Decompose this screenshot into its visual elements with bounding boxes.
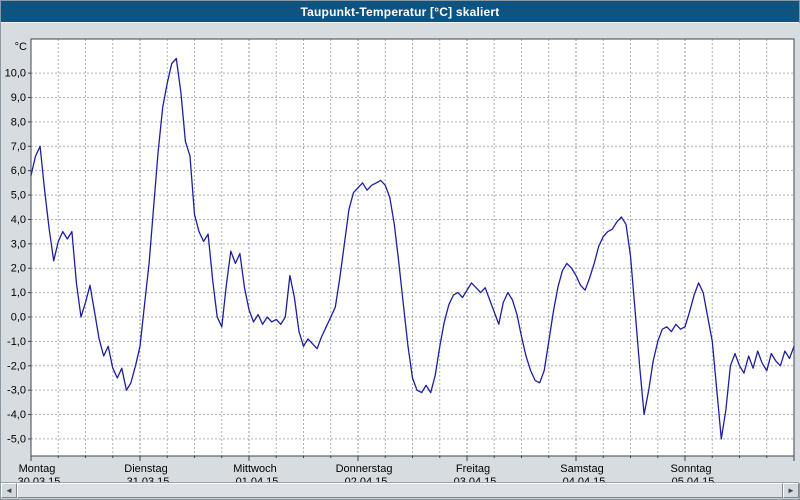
svg-text:30.03.15: 30.03.15 [18, 476, 61, 483]
svg-text:31.03.15: 31.03.15 [127, 476, 170, 483]
chart-title: Taupunkt-Temperatur [°C] skaliert [300, 4, 500, 19]
svg-text:-3,0: -3,0 [7, 385, 26, 397]
svg-text:03.04.15: 03.04.15 [454, 476, 497, 483]
svg-text:8,0: 8,0 [11, 116, 26, 128]
scroll-right-button[interactable]: ► [783, 483, 799, 498]
chart-title-bar: Taupunkt-Temperatur [°C] skaliert [1, 1, 799, 23]
svg-text:9,0: 9,0 [11, 92, 26, 104]
svg-text:°C: °C [15, 41, 27, 53]
svg-text:Mittwoch: Mittwoch [233, 463, 276, 475]
svg-text:05.04.15: 05.04.15 [672, 476, 715, 483]
svg-text:3,0: 3,0 [11, 238, 26, 250]
svg-text:4,0: 4,0 [11, 214, 26, 226]
svg-text:04.04.15: 04.04.15 [563, 476, 606, 483]
svg-text:10,0: 10,0 [5, 68, 26, 80]
svg-text:Dienstag: Dienstag [124, 463, 167, 475]
scroll-left-button[interactable]: ◄ [1, 483, 17, 498]
svg-text:Sonntag: Sonntag [671, 463, 712, 475]
svg-text:-2,0: -2,0 [7, 360, 26, 372]
svg-text:1,0: 1,0 [11, 287, 26, 299]
svg-text:Donnerstag: Donnerstag [336, 463, 393, 475]
svg-text:2,0: 2,0 [11, 263, 26, 275]
chart-area: 10,0 9,0 8,0 7,0 6,0 5,0 4,0 3,0 2,0 1,0 0,0 -1,0 -2… [1, 23, 800, 483]
svg-text:0,0: 0,0 [11, 312, 26, 324]
horizontal-scrollbar[interactable]: ◄ ► [1, 482, 799, 499]
svg-text:Samstag: Samstag [560, 463, 603, 475]
chart-canvas: 10,0 9,0 8,0 7,0 6,0 5,0 4,0 3,0 2,0 1,0 0,0 -1,0 -2… [5, 38, 795, 483]
svg-text:-1,0: -1,0 [7, 336, 26, 348]
scrollbar-thumb[interactable] [17, 483, 783, 498]
svg-text:5,0: 5,0 [11, 190, 26, 202]
svg-text:Freitag: Freitag [456, 463, 490, 475]
svg-text:6,0: 6,0 [11, 165, 26, 177]
svg-text:7,0: 7,0 [11, 141, 26, 153]
svg-text:02.04.15: 02.04.15 [345, 476, 388, 483]
svg-text:01.04.15: 01.04.15 [236, 476, 279, 483]
svg-text:-5,0: -5,0 [7, 433, 26, 445]
svg-text:-4,0: -4,0 [7, 409, 26, 421]
scrollbar-track[interactable] [17, 483, 783, 498]
svg-text:Montag: Montag [19, 463, 56, 475]
